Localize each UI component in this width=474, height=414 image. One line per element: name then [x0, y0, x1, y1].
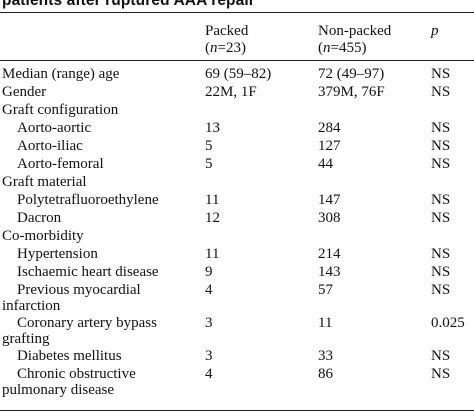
cell-p: NS [431, 348, 451, 364]
cell-p: NS [431, 246, 451, 262]
row-label: Aorto-femoral [17, 156, 104, 172]
cell-nonpacked: 86 [318, 366, 333, 382]
row-label: Hypertension [17, 246, 98, 262]
header-packed-label: Packed [205, 23, 249, 39]
cell-p: NS [431, 66, 451, 82]
cell-packed: 3 [205, 315, 213, 331]
header-p: p [431, 23, 439, 39]
cell-nonpacked: 147 [318, 192, 341, 208]
table-row: Gender 22M, 1F 379M, 76F NS [0, 83, 474, 101]
row-label: Previous myocardial infarction [2, 282, 141, 314]
cell-nonpacked: 33 [318, 348, 333, 364]
row-label: Polytetrafluoroethylene [17, 192, 159, 208]
table-row: Graft material [0, 173, 474, 191]
cell-p: NS [431, 192, 451, 208]
table-row: Graft configuration [0, 101, 474, 119]
cell-p: NS [431, 84, 451, 100]
row-label: Coronary artery bypass grafting [2, 315, 157, 347]
table-caption: patients after ruptured AAA repair [2, 0, 255, 9]
row-label: Ischaemic heart disease [17, 264, 159, 280]
row-label: Diabetes mellitus [17, 348, 122, 364]
group-label: Graft configuration [2, 102, 119, 118]
row-label: Dacron [17, 210, 62, 226]
cell-p: NS [431, 282, 451, 298]
row-label-continuation: pulmonary disease [2, 382, 115, 398]
group-label: Graft material [2, 174, 87, 190]
row-label: Median (range) age [2, 66, 120, 82]
cell-packed: 5 [205, 156, 213, 172]
cell-packed: 4 [205, 282, 213, 298]
cell-packed: 69 (59–82) [205, 66, 272, 82]
cell-p: NS [431, 120, 451, 136]
cell-p: NS [431, 264, 451, 280]
row-label: Gender [2, 84, 47, 100]
cell-packed: 9 [205, 264, 213, 280]
cell-p: NS [431, 366, 451, 382]
cell-nonpacked: 284 [318, 120, 341, 136]
row-label: Aorto-iliac [17, 138, 83, 154]
table-row: Diabetes mellitus 3 33 NS [0, 347, 474, 365]
header-packed: Packed (n=23) [205, 23, 248, 57]
cell-nonpacked: 379M, 76F [318, 84, 385, 100]
cell-nonpacked: 57 [318, 282, 333, 298]
group-label: Co-morbidity [2, 228, 84, 244]
cell-nonpacked: 11 [318, 315, 333, 331]
header-rule [0, 60, 474, 61]
cell-nonpacked: 214 [318, 246, 341, 262]
cell-packed: 13 [205, 120, 220, 136]
header-nonpacked-n: (n=455) [318, 40, 367, 56]
cell-nonpacked: 308 [318, 210, 341, 226]
row-label: Aorto-aortic [17, 120, 92, 136]
table-row: Median (range) age 69 (59–82) 72 (49–97) NS [0, 65, 474, 83]
cell-p: NS [431, 138, 451, 154]
cell-packed: 5 [205, 138, 213, 154]
cell-nonpacked: 44 [318, 156, 333, 172]
cell-packed: 11 [205, 246, 220, 262]
cell-nonpacked: 143 [318, 264, 341, 280]
bottom-rule [0, 410, 474, 412]
cell-nonpacked: 127 [318, 138, 341, 154]
cell-p: NS [431, 210, 451, 226]
row-label-continuation: infarction [2, 298, 61, 314]
cell-packed: 11 [205, 192, 220, 208]
row-label-continuation: grafting [2, 331, 50, 347]
table-row: Dacron 12 308 NS [0, 209, 474, 227]
top-rule [0, 12, 474, 14]
table-row: Polytetrafluoroethylene 11 147 NS [0, 191, 474, 209]
table-body: Median (range) age 69 (59–82) 72 (49–97) NS… [0, 65, 474, 398]
table-row: Coronary artery bypass grafting 3 11 0.025 [0, 314, 474, 347]
cell-p: 0.025 [431, 315, 465, 331]
header-packed-n: (n=23) [205, 40, 246, 56]
table-row: Ischaemic heart disease 9 143 NS [0, 263, 474, 281]
header-nonpacked: Non-packed (n=455) [318, 23, 391, 57]
table-row: Chronic obstructive pulmonary disease 4 86 N… [0, 365, 474, 398]
table-row: Previous myocardial infarction 4 57 NS [0, 281, 474, 314]
table-row: Aorto-iliac 5 127 NS [0, 137, 474, 155]
table-row: Aorto-femoral 5 44 NS [0, 155, 474, 173]
table-row: Hypertension 11 214 NS [0, 245, 474, 263]
cell-packed: 3 [205, 348, 213, 364]
header-nonpacked-label: Non-packed [318, 23, 392, 39]
cell-packed: 4 [205, 366, 213, 382]
cell-nonpacked: 72 (49–97) [318, 66, 385, 82]
cell-p: NS [431, 156, 451, 172]
table-row: Aorto-aortic 13 284 NS [0, 119, 474, 137]
cell-packed: 22M, 1F [205, 84, 257, 100]
table-row: Co-morbidity [0, 227, 474, 245]
row-label: Chronic obstructive pulmonary disease [2, 366, 136, 398]
cell-packed: 12 [205, 210, 220, 226]
